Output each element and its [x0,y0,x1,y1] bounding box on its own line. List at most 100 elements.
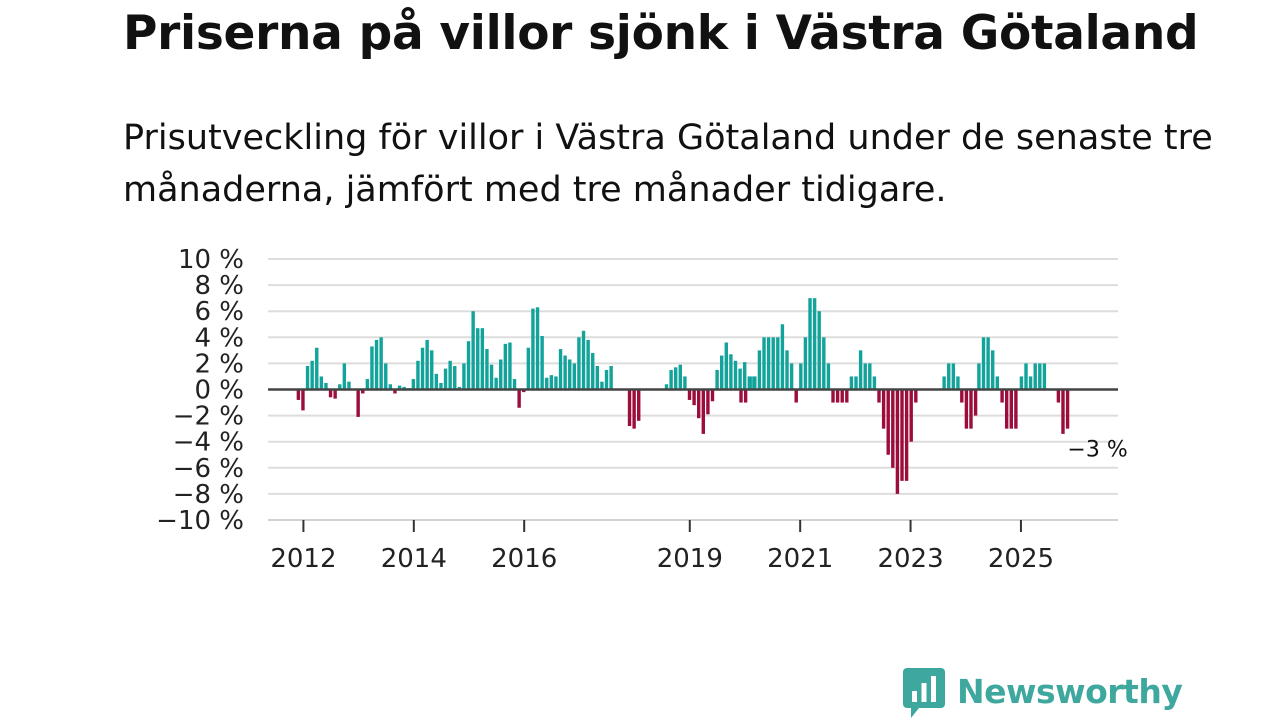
bar [942,376,946,390]
bar [886,389,890,455]
bar [365,379,370,390]
x-tick-label: 2019 [657,544,723,574]
bar [1004,389,1009,429]
brand-name: Newsworthy [957,672,1183,711]
bar [785,350,789,390]
bar [397,385,402,390]
bar [1000,389,1004,403]
bar [835,389,840,403]
bar [361,389,365,394]
bar [706,389,710,415]
bar [753,376,757,390]
bar [1061,389,1065,434]
y-tick-label: 2 % [194,349,244,379]
bar [526,347,531,390]
x-tick-label: 2025 [988,544,1054,574]
bar [545,377,549,390]
bar [301,389,305,411]
bar [471,311,475,390]
bar [845,389,849,403]
bar [877,389,881,403]
bar [674,367,678,390]
bar [1024,363,1028,390]
y-tick-label: −2 % [173,402,244,432]
bar-chart-bubble-icon [903,668,945,718]
bar [895,389,900,494]
bar [356,389,360,417]
bar [434,373,439,390]
bar [393,389,397,394]
bar [315,347,319,390]
bar [480,328,485,390]
bar [900,389,904,481]
bar-series [296,298,1070,494]
bar [577,337,581,390]
bar [310,360,314,390]
bar [776,337,780,390]
bar [914,389,918,403]
bar [568,359,572,390]
bar [540,335,544,390]
bar [724,342,729,390]
bar [960,389,964,403]
bar [342,363,347,390]
bar [328,389,333,398]
bar [991,350,995,390]
bar [697,389,701,419]
bar [803,337,808,390]
bar [799,363,803,390]
bar [632,389,636,429]
bar [420,347,425,390]
bar [411,379,416,390]
bar [951,363,956,390]
bar [512,379,517,390]
bar [609,366,613,390]
bar [494,377,498,390]
bar [581,330,586,390]
bar [757,350,762,390]
bar [687,389,692,400]
bar [1042,363,1047,390]
bar [600,381,604,390]
bar [595,366,600,390]
x-tick-label: 2016 [491,544,557,574]
bar [522,389,526,393]
bar [333,389,337,399]
bar [881,389,886,429]
bar [762,337,766,390]
y-tick-label: −10 % [156,506,244,536]
bar [558,349,563,390]
x-tick-label: 2014 [381,544,447,574]
bar [909,389,913,442]
bar [794,389,798,403]
bar [872,376,877,390]
bar [969,389,973,429]
bar [508,342,512,390]
bar [854,376,858,390]
bar [1014,389,1018,429]
bar [379,337,383,390]
bar [448,360,452,390]
bar [1065,389,1070,429]
bar [374,339,379,390]
bar [858,350,863,390]
bar [1038,363,1042,390]
bar [981,337,986,390]
bar [563,355,567,390]
bar [425,339,429,390]
y-tick-label: 10 % [178,245,244,275]
bar [554,376,558,390]
bar [517,389,521,408]
bar [986,337,990,390]
chart-subtitle: Prisutveckling för villor i Västra Götal… [123,118,1213,210]
bar [485,349,489,390]
bar [457,386,462,390]
x-tick-label: 2023 [877,544,943,574]
bar [503,343,508,390]
bar [1028,376,1033,390]
bar [338,384,342,390]
bar [535,307,540,390]
bar [1019,376,1024,390]
bar [627,389,632,427]
